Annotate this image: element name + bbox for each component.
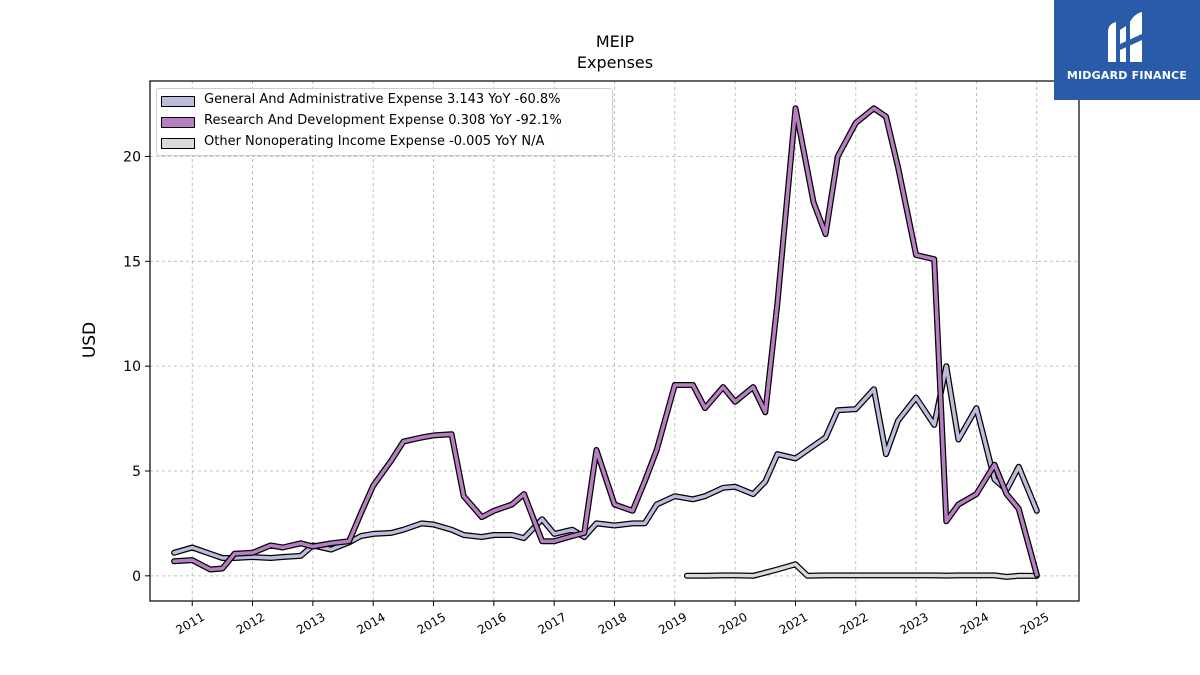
x-tick-label: 2016: [475, 610, 508, 637]
x-tick-label: 2015: [415, 610, 448, 637]
logo-text: MIDGARD FINANCE: [1066, 69, 1188, 82]
x-tick-label: 2022: [837, 610, 870, 637]
chart-title: MEIP: [595, 32, 635, 51]
x-tick-label: 2012: [234, 610, 267, 637]
series-outline-general-and-administrative-expense: [171, 363, 1040, 561]
x-tick-label: 2019: [656, 610, 689, 637]
y-axis-ticks: 0 5 10 15 20: [123, 149, 150, 585]
legend-label-rd: Research And Development Expense 0.308 Y…: [204, 113, 562, 128]
series-lines: [171, 105, 1040, 580]
legend-swatch-ga: [161, 96, 195, 107]
x-axis-ticks: 2011 2012 2013 2014 2015 2016 2017 2018 2019 2020…: [174, 601, 1051, 637]
y-tick-label: 5: [132, 464, 141, 480]
x-tick-label: 2020: [716, 610, 749, 637]
x-tick-label: 2025: [1018, 610, 1051, 637]
y-tick-label: 10: [123, 359, 141, 375]
series-line-general-and-administrative-expense: [172, 364, 1039, 560]
y-axis-label: USD: [80, 321, 100, 359]
brand-logo: MIDGARD FINANCE: [1054, 0, 1200, 100]
series-line-research-and-development-expense: [172, 106, 1039, 577]
logo-mark-icon: [1108, 12, 1142, 62]
legend-label-other: Other Nonoperating Income Expense -0.005…: [204, 134, 545, 149]
legend-swatch-rd: [161, 117, 195, 128]
x-tick-label: 2023: [897, 610, 930, 637]
x-tick-label: 2011: [174, 610, 207, 637]
x-tick-label: 2024: [958, 610, 991, 637]
y-tick-label: 15: [123, 254, 141, 270]
y-tick-label: 20: [123, 149, 141, 165]
x-tick-label: 2021: [777, 610, 810, 637]
legend-swatch-other: [161, 138, 195, 149]
x-tick-label: 2017: [535, 610, 568, 637]
x-tick-label: 2018: [596, 610, 629, 637]
series-line-other-nonoperating-income-expense: [685, 562, 1039, 579]
chart-subtitle: Expenses: [576, 53, 654, 72]
legend-label-ga: General And Administrative Expense 3.143…: [204, 92, 561, 107]
x-tick-label: 2014: [354, 610, 387, 637]
grid-lines: [150, 81, 1079, 601]
y-tick-label: 0: [132, 569, 141, 585]
x-tick-label: 2013: [294, 610, 327, 637]
series-outline-research-and-development-expense: [171, 105, 1040, 578]
legend: General And Administrative Expense 3.143…: [156, 88, 613, 156]
